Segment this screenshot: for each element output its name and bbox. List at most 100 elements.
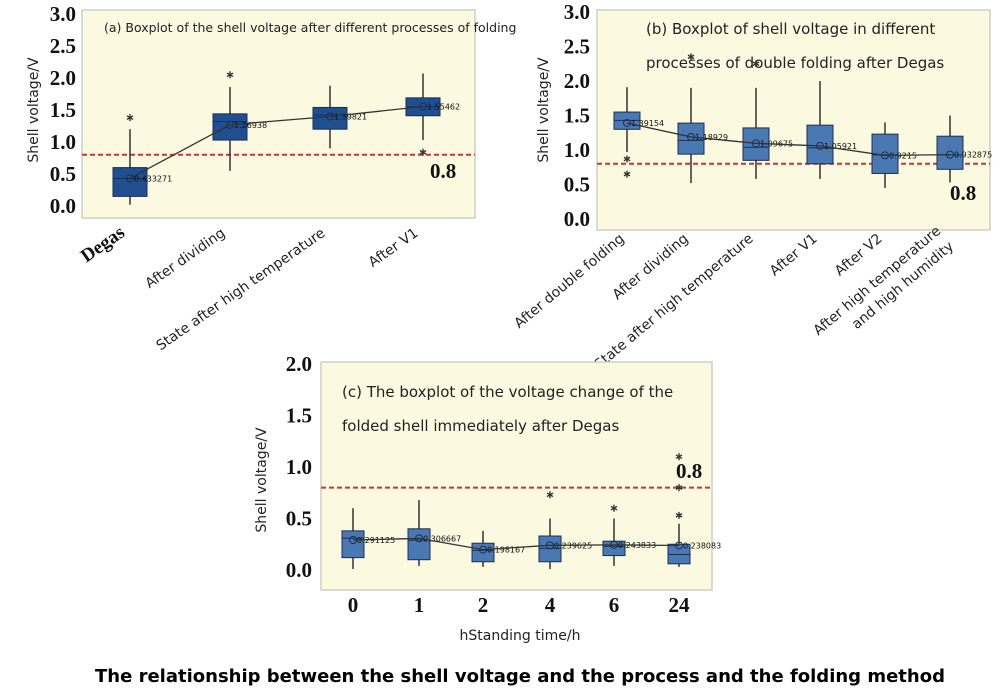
- x-tick-label: After V1: [767, 231, 821, 280]
- y-tick-label: 1.5: [286, 404, 312, 428]
- mean-label: 0.9215: [889, 151, 917, 160]
- box-iqr: [341, 530, 365, 559]
- x-tick-label-line: After double folding: [511, 231, 627, 332]
- y-tick-label: 0.5: [564, 173, 590, 197]
- y-tick-label: 2.0: [564, 69, 590, 93]
- mean-marker: [623, 118, 631, 127]
- figure-caption: The relationship between the shell volta…: [95, 666, 945, 687]
- box-2: 1.39821: [312, 85, 367, 149]
- x-tick-label: 4: [545, 593, 556, 617]
- mean-label: 0.291125: [357, 536, 395, 545]
- y-tick-label: 0.5: [50, 162, 76, 186]
- outlier-marker: [675, 511, 683, 519]
- box-0: 0.433271: [112, 114, 172, 205]
- y-axis-title: Shell voltage/V: [26, 57, 42, 163]
- outlier-marker: [126, 114, 134, 122]
- box-1: 1.26938: [212, 71, 267, 171]
- x-tick-label: 2: [478, 593, 489, 617]
- y-tick-label: 2.5: [564, 35, 590, 59]
- mean-label: 0.306667: [423, 534, 461, 543]
- outlier-marker: [610, 504, 618, 512]
- y-tick-label: 2.0: [50, 66, 76, 90]
- box-5: 0.238083: [667, 453, 721, 567]
- box-iqr: [806, 124, 834, 165]
- reference-line-label: 0.8: [676, 459, 702, 483]
- x-tick-label-line: After V1: [366, 225, 422, 271]
- y-tick-label: 0.5: [286, 507, 312, 531]
- mean-label: 0.932875: [954, 151, 992, 160]
- box-iqr: [471, 542, 495, 563]
- outlier-marker: [419, 148, 427, 156]
- outlier-marker: [226, 71, 234, 79]
- y-tick-label: 1.0: [286, 455, 312, 479]
- y-tick-label: 0.0: [564, 207, 590, 231]
- chart-title: (b) Boxplot of shell voltage in differen…: [646, 20, 935, 38]
- mean-label: 0.238083: [683, 541, 721, 550]
- chart-title: processes of double folding after Degas: [646, 54, 944, 72]
- box-iqr: [667, 543, 691, 565]
- y-tick-label: 1.0: [564, 138, 590, 162]
- mean-label: 1.05921: [824, 142, 857, 151]
- reference-line-label: 0.8: [430, 159, 456, 183]
- mean-connect-line: [352, 537, 680, 551]
- mean-label: 1.39154: [631, 119, 664, 128]
- box-iqr: [677, 122, 705, 155]
- box-iqr: [407, 528, 431, 561]
- reference-line-label: 0.8: [950, 181, 976, 205]
- chart-panel-c: 0.0 0.5 1.0 1.5 2.0 Shell voltage/V (c) The bo…: [254, 352, 721, 644]
- mean-connect-line: [626, 122, 951, 157]
- box-5: 0.932875: [936, 115, 992, 183]
- outlier-marker: [623, 170, 631, 178]
- x-tick-label-line: After V1: [767, 231, 821, 280]
- mean-label: 1.55462: [427, 103, 460, 112]
- x-tick-label: Degas: [77, 222, 129, 267]
- chart-panel-a: 0.0 0.5 1.0 1.5 2.0 2.5 3.0 Shell voltage/V (a) …: [26, 2, 516, 354]
- mean-connect-line: [129, 105, 424, 179]
- y-tick-label: 2.5: [50, 34, 76, 58]
- y-tick-label: 3.0: [50, 2, 76, 26]
- outlier-marker: [675, 484, 683, 492]
- box-iqr: [212, 113, 248, 141]
- y-tick-label: 1.0: [50, 130, 76, 154]
- chart-title: (c) The boxplot of the voltage change of…: [342, 383, 673, 401]
- mean-label: 1.26938: [234, 121, 267, 130]
- plot-area: [320, 361, 713, 591]
- outlier-marker: [752, 60, 760, 68]
- x-axis-title: hStanding time/h: [460, 628, 581, 644]
- x-tick-label: After double folding: [511, 231, 627, 332]
- box-1: 0.306667: [407, 499, 461, 566]
- y-axis-title: Shell voltage/V: [536, 57, 552, 163]
- mean-label: 0.198167: [487, 546, 525, 555]
- y-tick-label: 3.0: [564, 0, 590, 24]
- x-tick-label: 0: [348, 593, 359, 617]
- outlier-marker: [546, 491, 554, 499]
- y-tick-label: 0.0: [50, 194, 76, 218]
- outlier-marker: [675, 453, 683, 461]
- x-tick-label-line: State after high temperature: [154, 225, 329, 354]
- y-tick-label: 0.0: [286, 558, 312, 582]
- outlier-marker: [623, 155, 631, 163]
- y-tick-label: 1.5: [50, 98, 76, 122]
- x-tick-label-line: After dividing: [142, 225, 228, 292]
- y-axis-title: Shell voltage/V: [254, 427, 270, 533]
- mean-label: 0.239625: [554, 541, 592, 550]
- chart-panel-b: 0.0 0.5 1.0 1.5 2.0 2.5 3.0 Shell voltage/V (b) …: [511, 0, 992, 373]
- x-tick-label: 1: [414, 593, 425, 617]
- x-tick-label: 24: [669, 593, 691, 617]
- chart-title: (a) Boxplot of the shell voltage after d…: [104, 20, 516, 35]
- x-tick-label: 6: [609, 593, 620, 617]
- y-tick-label: 2.0: [286, 352, 312, 376]
- mean-label: 1.18929: [695, 133, 728, 142]
- box-3: 0.239625: [538, 491, 592, 569]
- chart-title: folded shell immediately after Degas: [342, 417, 619, 435]
- mean-label: 1.39821: [334, 113, 367, 122]
- outlier-marker: [687, 53, 695, 61]
- box-iqr: [936, 135, 964, 170]
- x-tick-label: After dividing: [142, 225, 228, 292]
- plot-area: [596, 9, 991, 231]
- box-1: 1.18929: [677, 53, 728, 184]
- y-tick-label: 1.5: [564, 104, 590, 128]
- x-tick-label: State after high temperature: [154, 225, 329, 354]
- mean-label: 0.433271: [134, 174, 172, 183]
